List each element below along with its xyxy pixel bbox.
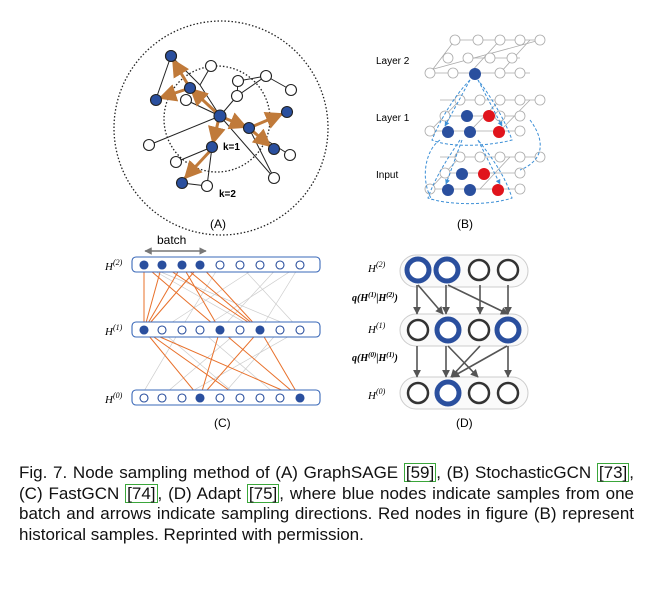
batch-label: batch	[157, 233, 186, 247]
sampling-funnels	[424, 79, 541, 205]
q-h0-given-h1: q(H(0)|H(1))	[352, 351, 398, 364]
citation-link[interactable]: [73]	[596, 463, 630, 482]
layer-nodes	[139, 260, 305, 403]
node-empty	[179, 93, 193, 107]
background-edges	[139, 264, 301, 399]
panel-c-label: (C)	[214, 416, 231, 430]
k1-label: k=1	[223, 142, 240, 153]
node-blue	[205, 140, 219, 154]
graph-nodes	[142, 49, 298, 193]
caption-text: , (B) StochasticGCN	[436, 463, 597, 482]
caption-text: , (D) Adapt	[157, 483, 247, 503]
citation-link[interactable]: [75]	[246, 483, 280, 503]
node-blue	[175, 176, 189, 190]
node-empty	[259, 69, 273, 83]
node-blue	[456, 168, 468, 180]
node-empty	[284, 83, 298, 97]
node-empty	[169, 155, 183, 169]
node-blue	[464, 126, 476, 138]
node-blue	[280, 105, 294, 119]
citation-link[interactable]: [59]	[403, 463, 437, 482]
node-blue	[242, 121, 256, 135]
node-empty	[283, 148, 297, 162]
layer-pill-h1	[399, 313, 529, 347]
panel-b-label: (B)	[457, 217, 473, 231]
panel-c-fastgcn: batch	[104, 233, 321, 430]
node-blue	[183, 81, 197, 95]
layer1-label: Layer 1	[376, 113, 410, 124]
node-blue	[164, 49, 178, 63]
panel-a-graphsage: k=1 k=2 (A)	[113, 20, 329, 236]
node-empty	[142, 138, 156, 152]
node-blue	[469, 68, 481, 80]
node-empty	[231, 74, 245, 88]
layer-pill-h2	[399, 254, 529, 288]
caption-text: Fig. 7. Node sampling method of (A) Grap…	[19, 463, 404, 482]
layer2-label: Layer 2	[376, 56, 410, 67]
node-blue-target	[213, 109, 227, 123]
layer-pill-h0	[399, 376, 529, 410]
node-blue	[149, 93, 163, 107]
input-label: Input	[376, 170, 398, 181]
node-blue	[442, 126, 454, 138]
h0-label: H(0)	[367, 387, 386, 402]
h1-label: H(1)	[367, 321, 386, 336]
caption-text: , where blue nodes indicate samples from…	[19, 483, 635, 544]
node-empty	[230, 89, 244, 103]
q-h1-given-h2: q(H(1)|H(2))	[352, 291, 398, 304]
panel-d-adapt: H(2) H(1) H(0) q(H(1)|H(2)) q(H(0)|H(1))…	[352, 254, 529, 430]
h0-label: H(0)	[104, 391, 123, 406]
node-red	[478, 168, 490, 180]
panel-b-stochasticgcn: Layer 2 Layer 1 Input	[376, 34, 546, 231]
node-empty	[204, 59, 218, 73]
node-blue	[442, 184, 454, 196]
node-blue	[464, 184, 476, 196]
citation-link[interactable]: [74]	[125, 483, 158, 503]
node-empty	[200, 179, 214, 193]
caption-text: , (C) FastGCN	[19, 463, 634, 503]
sampling-arrows	[413, 284, 512, 378]
sampling-edges	[143, 264, 301, 399]
node-blue	[461, 110, 473, 122]
figure-canvas: k=1 k=2 (A) Layer 2 Layer 1 Input	[104, 20, 546, 430]
node-red	[493, 126, 505, 138]
h1-label: H(1)	[104, 323, 123, 338]
node-red	[483, 110, 495, 122]
panel-a-label: (A)	[210, 217, 226, 231]
k2-boundary	[113, 20, 329, 236]
h2-label: H(2)	[367, 260, 386, 275]
h2-label: H(2)	[104, 258, 123, 273]
node-blue	[267, 142, 281, 156]
layer-nodes	[404, 256, 522, 407]
k2-label: k=2	[219, 189, 236, 200]
figure-caption: Fig. 7. Node sampling method of (A) Grap…	[19, 463, 634, 545]
node-empty	[267, 171, 281, 185]
panel-d-label: (D)	[456, 416, 473, 430]
node-red	[492, 184, 504, 196]
